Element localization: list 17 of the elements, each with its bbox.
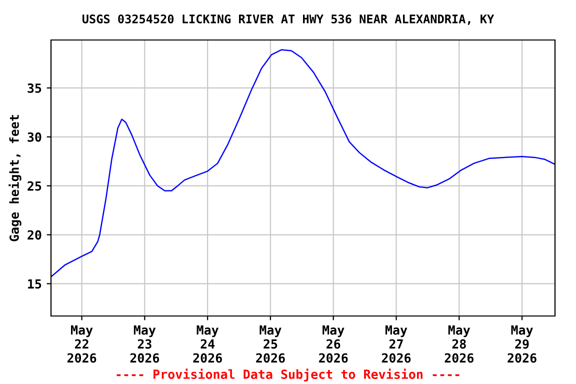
y-tick-label: 30	[28, 132, 42, 142]
x-tick-label: May 28 2026	[444, 325, 474, 363]
x-tick-label: May 27 2026	[382, 325, 411, 363]
x-tick-label: May 23 2026	[130, 325, 160, 363]
x-tick-label: May 24 2026	[193, 325, 222, 363]
line-series	[51, 49, 555, 278]
x-tick-label: May 26 2026	[319, 325, 348, 363]
x-tick-label: May 29 2026	[508, 325, 536, 363]
x-tick-label: May 22 2026	[67, 325, 96, 363]
y-axis-title: Gage height, feet	[8, 115, 22, 242]
chart-title: USGS 03254520 LICKING RIVER AT HWY 536 NEAR ALEXANDRIA, KY	[82, 14, 494, 25]
y-tick-label: 25	[28, 181, 42, 191]
text: ---- Provisional Data Subject to Revision ----	[116, 368, 460, 382]
y-tick-label: 15	[28, 279, 42, 289]
x-tick-label: May 25 2026	[256, 325, 285, 363]
y-tick-label: 20	[28, 230, 42, 240]
y-tick-label: 35	[28, 83, 42, 93]
